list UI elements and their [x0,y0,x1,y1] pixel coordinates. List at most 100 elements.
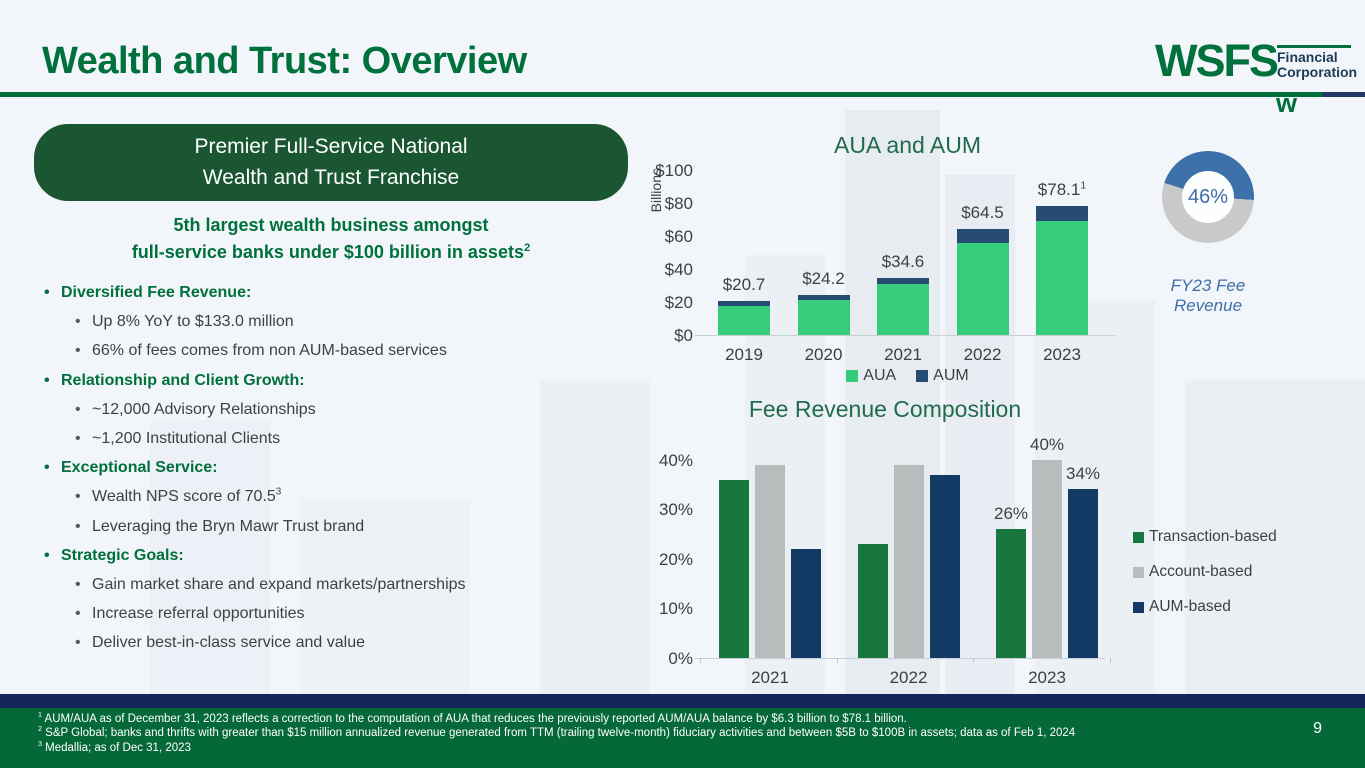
legend-item: AUM-based [1133,598,1277,616]
bullet-item: • ~12,000 Advisory Relationships [75,400,644,419]
bullet-text: Exceptional Service: [61,458,218,477]
bullet-item: • Gain market share and expand markets/pa… [75,575,644,594]
subtitle-line1: 5th largest wealth business amongst [173,215,489,235]
text: $64.5 [961,202,1004,222]
bullet-text: Diversified Fee Revenue: [61,283,251,302]
transaction-based-legend-swatch [1133,531,1144,543]
y-tick-label: 20% [658,549,693,569]
banner-line1: Premier Full-Service National [194,135,468,159]
bar-segment-aum [956,228,1009,243]
subtitle-superscript: 2 [523,242,531,254]
bar-segment-aua [1036,220,1088,335]
x-category-label: 2022 [889,668,928,687]
y-tick-label: $20 [664,293,693,312]
legend-item: Account-based [1133,563,1277,581]
fee-composition-chart: Fee Revenue Composition Transaction-base… [645,395,1305,695]
bar-account-based [755,464,785,658]
bar-aum-based [1068,489,1098,658]
bar-transaction-based [857,543,888,658]
bar-value-label: 34% [1065,464,1101,484]
bar-segment-aum [1036,206,1088,221]
bullet-dot: • [75,429,81,447]
donut-caption-line2: Revenue [1173,296,1243,316]
text: $24.2 [802,269,845,289]
footer: 1 AUM/AUA as of December 31, 2023 reflec… [0,708,1365,768]
text: $78.1 [1037,180,1081,200]
text: ~1,200 Institutional Clients [92,429,281,447]
text: Exceptional Service: [61,459,218,477]
aua-aum-legend: AUA AUM [700,367,1115,385]
wsfs-logo-subtext-line1: Financial [1277,49,1338,65]
footnote-superscript: 2 [38,725,42,734]
bullet-dot: • [75,605,81,623]
donut-value: 46% [1182,171,1234,223]
donut-caption-line1: FY23 Fee [1170,276,1246,295]
legend-label: AUM [933,367,969,384]
bullet-text: 66% of fees comes from non AUM-based ser… [92,341,447,360]
skyline-building [540,380,650,695]
bar-aum-based [791,548,821,658]
y-tick-label: $80 [664,194,693,213]
footer-navy-strip [0,694,1365,708]
bullet-item: • Up 8% YoY to $133.0 million [75,312,644,331]
bullet-dot: • [44,459,50,477]
text: Diversified Fee Revenue: [61,284,252,301]
bullet-dot: • [75,400,81,418]
y-tick-label: $40 [664,260,693,279]
footnote-superscript: 3 [38,739,42,748]
aum-based-legend-swatch [1133,601,1144,613]
fee-revenue-donut: 46% FY23 Fee Revenue [1150,145,1266,315]
text: ~12,000 Advisory Relationships [92,400,316,418]
bar-total-label: $20.7 [699,275,789,295]
skyline-building [150,420,270,695]
bullet-item: • Leveraging the Bryn Mawr Trust brand [75,517,644,536]
wsfs-logo-wordmark: WSFS [1155,35,1279,86]
bullet-item: • Wealth NPS score of 70.53 [75,487,644,506]
bullet-dot: • [75,313,81,331]
x-category-label: 2020 [804,345,843,364]
text: Wealth NPS score of 70.5 [92,488,276,506]
x-axis-tick [973,658,975,663]
aua-aum-x-axis [695,335,1115,336]
legend-item: Transaction-based [1133,528,1277,546]
y-tick-label: $60 [664,227,693,246]
bullet-item: • 66% of fees comes from non AUM-based se… [75,341,644,360]
legend-label: AUA [863,367,897,384]
x-category-label: 2021 [751,668,789,687]
text: Relationship and Client Growth: [61,371,305,389]
bullet-text: Wealth NPS score of 70.53 [92,487,281,506]
superscript: 3 [275,486,282,498]
skyline-building [1185,380,1365,695]
aua-aum-chart-title: AUA and AUM [833,132,982,158]
bullet-list: • Diversified Fee Revenue: • Up 8% YoY to $… [44,283,644,662]
bar-value-label: 40% [1029,434,1065,454]
legend-label: Transaction-based [1149,528,1277,545]
left-subtitle: 5th largest wealth business amongst full… [34,212,628,266]
legend-item: AUM [916,367,969,385]
x-axis-tick [1110,658,1111,663]
bullet-text: Strategic Goals: [61,546,184,565]
bullet-dot: • [75,342,81,360]
bar-value-label: 26% [993,504,1029,524]
y-tick-label: $0 [674,326,693,345]
footnote-line: 1 AUM/AUA as of December 31, 2023 reflec… [38,711,907,725]
bullet-item-heading: • Diversified Fee Revenue: [44,283,644,302]
bullet-text: ~1,200 Institutional Clients [92,429,280,448]
footnote-superscript: 1 [38,711,42,720]
donut-caption: FY23 Fee Revenue [1150,276,1266,316]
bar-segment-aum [877,277,929,284]
bullet-dot: • [75,488,81,506]
legend-item: AUA [846,367,896,385]
bullet-dot: • [75,634,81,652]
y-tick-label: 10% [658,599,693,619]
bar-segment-aua [877,283,929,335]
bullet-item: • Deliver best-in-class service and value [75,633,644,652]
banner-line2: Wealth and Trust Franchise [202,165,460,189]
x-category-label: 2023 [1043,345,1081,364]
bar-account-based [1032,459,1062,658]
bar-segment-aum [797,295,850,301]
account-based-legend-swatch [1133,566,1144,578]
bar-account-based [893,464,924,658]
x-axis-tick [700,658,701,663]
